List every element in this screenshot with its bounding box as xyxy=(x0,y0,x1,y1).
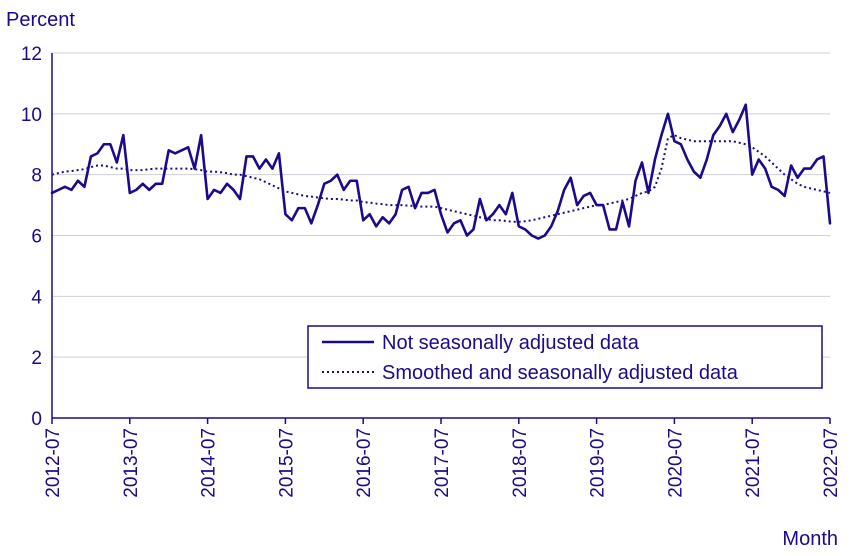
x-axis-title: Month xyxy=(782,528,838,550)
legend: Not seasonally adjusted data Smoothed an… xyxy=(307,325,823,389)
y-tick-label: 10 xyxy=(21,105,42,126)
x-tick-label: 2019-07 xyxy=(588,428,609,498)
x-tick-label: 2013-07 xyxy=(121,428,142,498)
series-layer xyxy=(50,103,832,240)
series-line-not-seasonally-adjusted xyxy=(50,103,832,240)
x-tick-label: 2018-07 xyxy=(510,428,531,498)
x-tick-label: 2016-07 xyxy=(354,428,375,498)
x-tick-labels: 2012-07 2013-07 2014-07 2015-07 2016-07 2017-… xyxy=(43,428,842,498)
x-tick-label: 2017-07 xyxy=(432,428,453,498)
x-tick-label: 2021-07 xyxy=(743,428,764,498)
x-tick-label: 2020-07 xyxy=(665,428,686,498)
y-tick-labels: 0 2 4 6 8 10 12 xyxy=(21,44,43,430)
gridlines xyxy=(52,52,830,358)
series-line-smoothed xyxy=(51,134,831,223)
y-axis-title: Percent xyxy=(6,9,75,31)
y-tick-label: 4 xyxy=(31,287,42,308)
legend-label-not-seasonally-adjusted: Not seasonally adjusted data xyxy=(382,332,640,354)
y-tick-label: 12 xyxy=(21,44,42,65)
y-tick-label: 6 xyxy=(31,227,42,248)
legend-label-smoothed: Smoothed and seasonally adjusted data xyxy=(382,362,739,384)
y-tick-label: 8 xyxy=(31,166,42,187)
x-tick-label: 2014-07 xyxy=(199,428,220,498)
x-tick-label: 2012-07 xyxy=(43,428,64,498)
x-tick-label: 2015-07 xyxy=(276,428,297,498)
x-tick-label: 2022-07 xyxy=(821,428,842,498)
legend-box xyxy=(307,325,823,389)
y-tick-label: 0 xyxy=(31,409,42,430)
y-tick-label: 2 xyxy=(31,348,42,369)
